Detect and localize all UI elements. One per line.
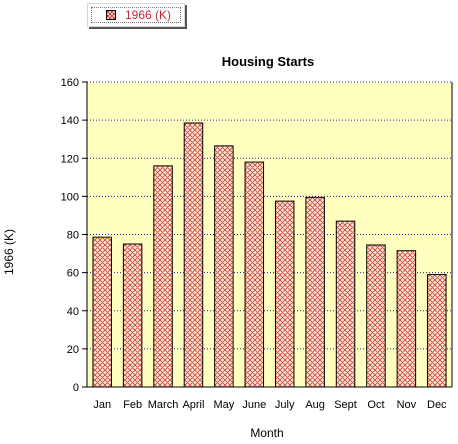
x-tick-label: July bbox=[275, 399, 295, 411]
y-axis-label: 1966 (K) bbox=[2, 229, 16, 275]
bar-sept bbox=[335, 220, 356, 388]
x-tick-label: April bbox=[182, 399, 204, 411]
bar-oct bbox=[366, 244, 386, 388]
x-tick-label: May bbox=[213, 399, 234, 411]
x-tick-label: Nov bbox=[397, 399, 417, 411]
x-tick-label: June bbox=[242, 399, 266, 411]
bar-june bbox=[244, 161, 265, 388]
bar-feb bbox=[122, 243, 143, 388]
x-tick-label: Feb bbox=[123, 399, 142, 411]
x-tick-label: Sept bbox=[334, 399, 357, 411]
x-tick-label: March bbox=[148, 399, 179, 411]
y-tick-label: 20 bbox=[67, 344, 79, 356]
y-tick-label: 160 bbox=[61, 77, 79, 89]
bar-jan bbox=[92, 236, 112, 388]
bar-aug bbox=[305, 196, 325, 388]
y-tick-label: 120 bbox=[61, 153, 79, 165]
bar-nov bbox=[396, 250, 417, 388]
x-tick-label: Oct bbox=[367, 399, 384, 411]
bar-dec bbox=[427, 274, 447, 388]
legend-swatch bbox=[106, 10, 116, 20]
x-tick-label: Jan bbox=[93, 399, 111, 411]
bar-april bbox=[183, 122, 204, 388]
y-tick-label: 60 bbox=[67, 268, 79, 280]
y-tick-label: 40 bbox=[67, 306, 79, 318]
y-tick-label: 140 bbox=[61, 115, 79, 127]
legend-focus-outline bbox=[91, 7, 181, 23]
x-tick-label: Dec bbox=[427, 399, 447, 411]
x-axis-label: Month bbox=[250, 426, 283, 440]
legend-label: 1966 (K) bbox=[125, 8, 172, 22]
y-tick-label: 0 bbox=[73, 382, 79, 394]
y-tick-label: 80 bbox=[67, 230, 79, 242]
y-tick-label: 100 bbox=[61, 191, 79, 203]
chart-title: Housing Starts bbox=[222, 54, 314, 69]
x-tick-label: Aug bbox=[305, 399, 325, 411]
legend: 1966 (K) bbox=[87, 3, 185, 27]
bar-july bbox=[274, 200, 295, 388]
bar-march bbox=[153, 165, 173, 388]
bar-may bbox=[214, 145, 234, 388]
